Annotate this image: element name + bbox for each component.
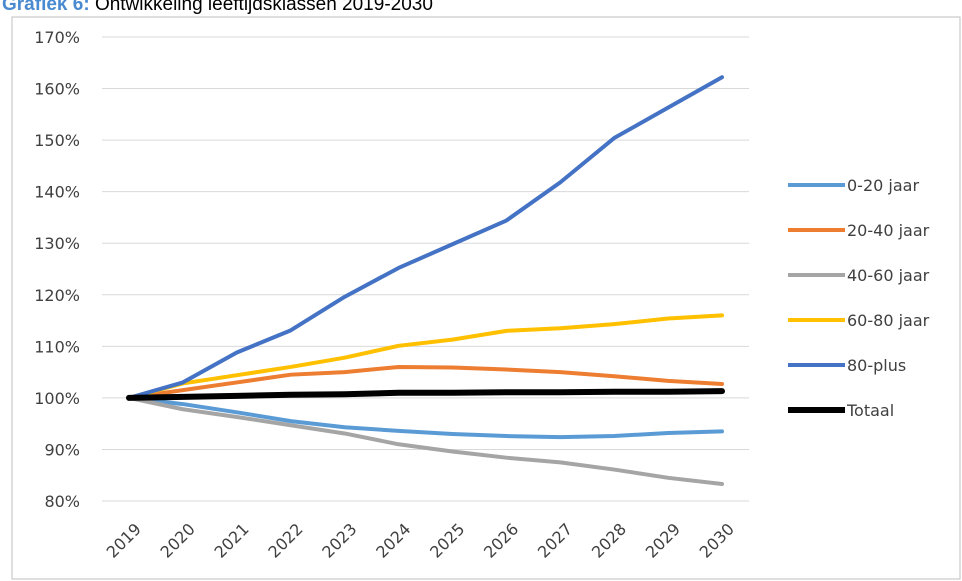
y-tick-label: 100% xyxy=(34,389,80,408)
series-line xyxy=(127,364,724,400)
y-tick-label: 130% xyxy=(34,234,80,253)
y-tick-label: 160% xyxy=(34,80,80,99)
title-prefix: Grafiek 6: xyxy=(2,0,90,15)
chart-frame xyxy=(11,16,961,580)
series-line xyxy=(127,75,724,400)
y-tick-label: 80% xyxy=(44,492,80,511)
y-tick-label: 90% xyxy=(44,440,80,459)
y-tick-label: 140% xyxy=(34,183,80,202)
legend-label: Totaal xyxy=(846,401,894,420)
series-line xyxy=(126,388,725,401)
series-line xyxy=(127,395,724,440)
legend-label: 60-80 jaar xyxy=(847,311,930,330)
y-tick-label: 150% xyxy=(34,131,80,150)
y-tick-label: 170% xyxy=(34,28,80,47)
legend-label: 40-60 jaar xyxy=(847,266,930,285)
y-tick-label: 110% xyxy=(34,337,80,356)
series-line xyxy=(127,313,724,400)
legend-label: 80-plus xyxy=(847,356,906,375)
series-line xyxy=(127,395,724,486)
y-tick-label: 120% xyxy=(34,286,80,305)
title-text: Ontwikkeling leeftijdsklassen 2019-2030 xyxy=(95,0,433,15)
chart-title: Grafiek 6: Ontwikkeling leeftijdsklassen… xyxy=(2,0,433,15)
legend-label: 0-20 jaar xyxy=(847,176,919,195)
legend-label: 20-40 jaar xyxy=(847,221,930,240)
